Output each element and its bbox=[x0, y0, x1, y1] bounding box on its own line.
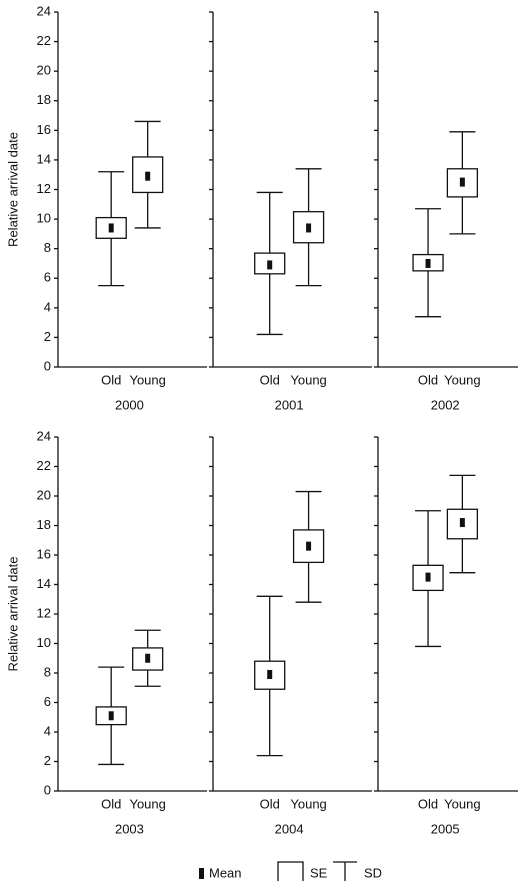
x-tick-label: Old bbox=[101, 372, 121, 387]
y-tick-label: 8 bbox=[44, 664, 51, 679]
x-tick-label: Young bbox=[290, 372, 326, 387]
y-axis-label: Relative arrival date bbox=[5, 557, 20, 672]
se-box bbox=[292, 211, 325, 244]
x-tick-label: Young bbox=[129, 796, 165, 811]
legend: Mean SE SD bbox=[199, 861, 382, 881]
x-tick-label: Old bbox=[101, 796, 121, 811]
x-tick-label: Young bbox=[444, 796, 480, 811]
legend-label: SE bbox=[310, 865, 328, 880]
x-tick-label: Young bbox=[290, 796, 326, 811]
se-box bbox=[95, 216, 127, 239]
y-tick-label: 12 bbox=[37, 605, 51, 620]
mean-marker bbox=[425, 258, 431, 268]
panel-title: 2005 bbox=[431, 821, 460, 836]
se-box bbox=[446, 168, 479, 198]
y-tick-label: 14 bbox=[37, 151, 51, 166]
y-tick-label: 10 bbox=[37, 211, 51, 226]
mean-marker bbox=[108, 711, 114, 721]
mean-marker bbox=[459, 518, 465, 528]
se-box bbox=[412, 564, 444, 592]
y-tick-label: 12 bbox=[37, 181, 51, 196]
se-box bbox=[254, 252, 286, 275]
y-tick-label: 20 bbox=[37, 63, 51, 78]
y-tick-label: 22 bbox=[37, 33, 51, 48]
se-box bbox=[132, 647, 164, 671]
y-tick-label: 10 bbox=[37, 635, 51, 650]
y-tick-label: 4 bbox=[44, 723, 51, 738]
y-tick-label: 18 bbox=[37, 92, 51, 107]
y-tick-label: 8 bbox=[44, 240, 51, 255]
legend-se-icon bbox=[277, 861, 304, 881]
y-axis-label: Relative arrival date bbox=[5, 132, 20, 247]
x-tick-label: Old bbox=[418, 372, 438, 387]
mean-marker bbox=[108, 223, 114, 233]
panel-title: 2003 bbox=[115, 821, 144, 836]
se-box bbox=[412, 253, 444, 272]
x-tick-label: Old bbox=[418, 796, 438, 811]
mean-marker bbox=[425, 572, 431, 582]
se-box bbox=[95, 706, 127, 726]
panel-title: 2001 bbox=[275, 397, 304, 412]
x-tick-label: Old bbox=[260, 372, 280, 387]
y-tick-label: 2 bbox=[44, 329, 51, 344]
y-tick-label: 24 bbox=[37, 428, 51, 443]
y-tick-label: 0 bbox=[44, 358, 51, 373]
legend-label: SD bbox=[364, 865, 382, 880]
panel-title: 2002 bbox=[431, 397, 460, 412]
se-box bbox=[254, 660, 286, 690]
legend-mean-icon bbox=[199, 868, 204, 879]
mean-marker bbox=[267, 669, 273, 679]
y-tick-label: 14 bbox=[37, 576, 51, 591]
y-tick-label: 0 bbox=[44, 782, 51, 797]
y-tick-label: 24 bbox=[37, 3, 51, 18]
y-tick-label: 20 bbox=[37, 487, 51, 502]
y-tick-label: 22 bbox=[37, 458, 51, 473]
se-box bbox=[292, 529, 325, 564]
mean-marker bbox=[145, 171, 151, 181]
y-tick-label: 2 bbox=[44, 753, 51, 768]
x-tick-label: Young bbox=[129, 372, 165, 387]
y-tick-label: 18 bbox=[37, 517, 51, 532]
y-tick-label: 6 bbox=[44, 694, 51, 709]
mean-marker bbox=[145, 653, 151, 663]
panel-title: 2004 bbox=[275, 821, 304, 836]
x-tick-label: Young bbox=[444, 372, 480, 387]
mean-marker bbox=[267, 260, 273, 270]
mean-marker bbox=[459, 177, 465, 187]
se-box bbox=[132, 156, 164, 194]
y-tick-label: 4 bbox=[44, 299, 51, 314]
se-box bbox=[446, 508, 479, 540]
y-tick-label: 6 bbox=[44, 270, 51, 285]
legend-label: Mean bbox=[209, 865, 242, 880]
mean-marker bbox=[306, 541, 312, 551]
y-tick-label: 16 bbox=[37, 546, 51, 561]
y-tick-label: 16 bbox=[37, 122, 51, 137]
mean-marker bbox=[306, 223, 312, 233]
panel-title: 2000 bbox=[115, 397, 144, 412]
x-tick-label: Old bbox=[260, 796, 280, 811]
legend-sd-icon bbox=[333, 861, 357, 881]
